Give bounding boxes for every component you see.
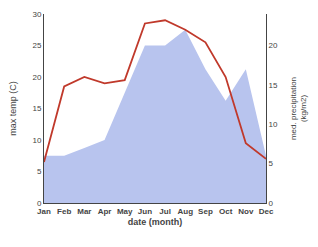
svg-text:Sep: Sep xyxy=(198,207,213,216)
svg-text:Jun: Jun xyxy=(138,207,152,216)
svg-text:15: 15 xyxy=(269,81,278,90)
svg-text:Nov: Nov xyxy=(238,207,254,216)
svg-text:20: 20 xyxy=(32,73,41,82)
svg-text:max temp (C): max temp (C) xyxy=(8,81,18,136)
svg-text:25: 25 xyxy=(32,41,41,50)
svg-text:Jan: Jan xyxy=(37,207,51,216)
svg-text:med. precipitation(kg/m2): med. precipitation(kg/m2) xyxy=(289,77,308,140)
svg-text:May: May xyxy=(117,207,133,216)
svg-text:30: 30 xyxy=(32,10,41,19)
svg-text:15: 15 xyxy=(32,104,41,113)
svg-text:Aug: Aug xyxy=(177,207,193,216)
svg-text:Mar: Mar xyxy=(77,207,91,216)
svg-text:0: 0 xyxy=(269,199,274,208)
svg-text:date (month): date (month) xyxy=(128,217,183,227)
svg-text:10: 10 xyxy=(32,136,41,145)
svg-text:Dec: Dec xyxy=(259,207,274,216)
svg-text:0: 0 xyxy=(37,199,42,208)
svg-text:Oct: Oct xyxy=(219,207,233,216)
svg-text:5: 5 xyxy=(37,167,42,176)
svg-text:20: 20 xyxy=(269,41,278,50)
svg-text:5: 5 xyxy=(269,159,274,168)
svg-text:10: 10 xyxy=(269,120,278,129)
svg-text:Jul: Jul xyxy=(159,207,171,216)
svg-text:Feb: Feb xyxy=(57,207,71,216)
svg-text:Apr: Apr xyxy=(98,207,112,216)
